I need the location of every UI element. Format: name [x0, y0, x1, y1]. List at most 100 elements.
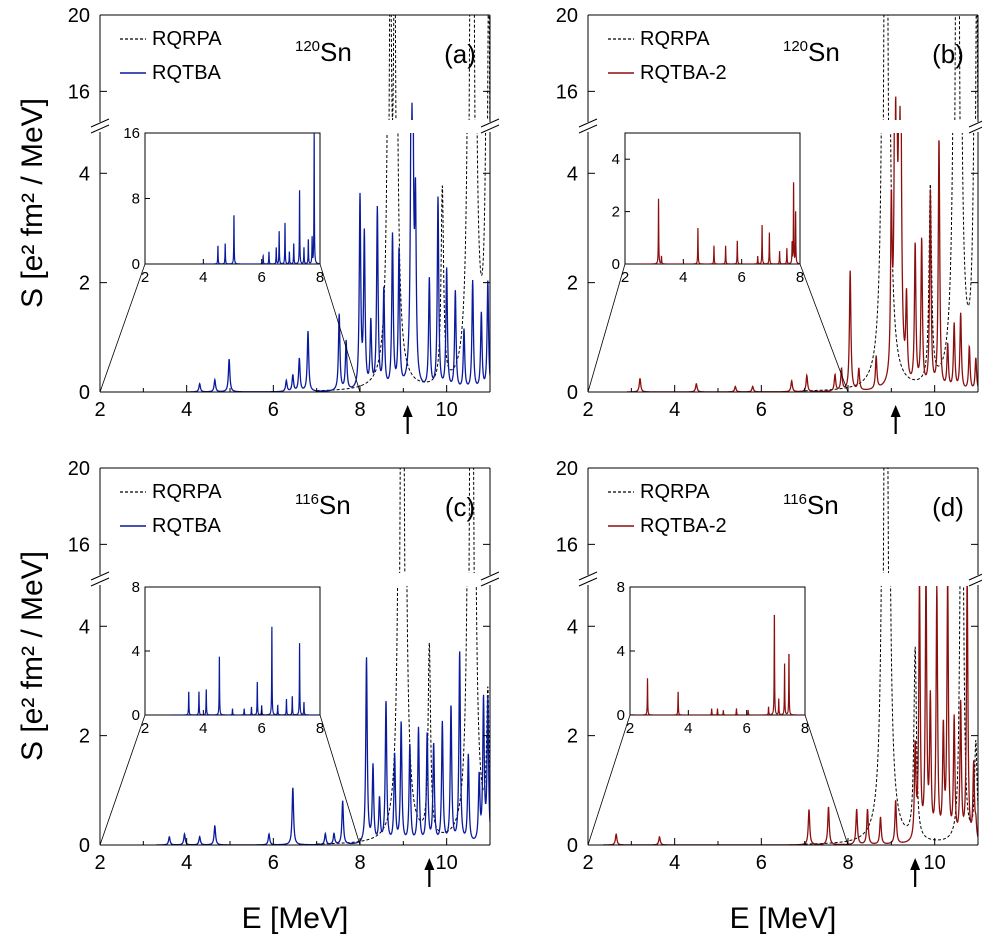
x-tick-label: 10	[924, 399, 946, 421]
axis-break-mark	[90, 124, 110, 134]
inset: 2 4 6 8 0 4 8	[99, 579, 361, 846]
inset-y-tick-label: 0	[132, 707, 140, 724]
inset-x-tick-label: 2	[621, 269, 629, 286]
x-tick-label: 8	[354, 852, 365, 874]
legend-main-label: RQTBA	[152, 515, 222, 537]
inset: 2 4 6 8 0 8 16	[99, 125, 361, 393]
inset-frame	[144, 132, 321, 265]
inset-x-tick-label: 2	[141, 720, 149, 737]
inset-x-tick-label: 6	[742, 720, 750, 737]
x-axis-label-right: E [MeV]	[730, 902, 837, 935]
axis-break-mark	[578, 124, 598, 134]
rqrpa-curve-upper	[399, 468, 475, 573]
legend-rqrpa-label: RQRPA	[152, 481, 222, 503]
inset-connector	[319, 263, 361, 393]
rqrpa-curve-lower	[316, 586, 490, 845]
threshold-arrow-head	[890, 405, 901, 417]
x-tick-label: 2	[94, 852, 105, 874]
inset-connector	[804, 714, 849, 846]
inset-connector	[587, 263, 626, 393]
axis-break-mark	[578, 571, 598, 581]
x-tick-label: 10	[436, 399, 458, 421]
inset-y-tick-label: 0	[617, 707, 625, 724]
y-tick-label: 16	[68, 534, 90, 556]
y-tick-label: 16	[556, 81, 578, 103]
x-tick-label: 6	[268, 852, 279, 874]
inset-plot-area	[630, 614, 805, 715]
y-tick-label: 20	[68, 5, 90, 27]
main-curve-lower	[186, 133, 490, 392]
panel-letter: (c)	[445, 492, 475, 522]
inset-y-tick-label: 0	[612, 256, 620, 273]
inset-y-tick-label: 4	[617, 643, 625, 660]
axis-break-mark	[90, 118, 110, 128]
axis-break-mark	[480, 124, 500, 134]
y-tick-label: 0	[79, 835, 90, 857]
axis-break-mark	[480, 118, 500, 128]
legend-main-label: RQTBA-2	[640, 62, 727, 84]
panel-letter: (a)	[444, 39, 476, 69]
inset-x-tick-label: 4	[679, 269, 687, 286]
inset-y-tick-label: 8	[617, 579, 625, 596]
legend-rqrpa-label: RQRPA	[640, 481, 710, 503]
x-tick-label: 10	[924, 852, 946, 874]
nucleus-symbol: Sn	[808, 37, 840, 67]
inset-frame	[624, 132, 801, 265]
axis-break-mark	[968, 579, 982, 587]
axis-break-mark	[578, 118, 598, 128]
inset-y-tick-label: 16	[123, 125, 140, 142]
y-tick-label: 0	[567, 835, 578, 857]
y-tick-label: 16	[556, 534, 578, 556]
panel-letter: (d)	[932, 492, 964, 522]
y-tick-label: 20	[68, 458, 90, 480]
inset-curve	[200, 133, 320, 264]
inset-curve	[171, 626, 320, 715]
legend-main-label: RQTBA	[152, 62, 222, 84]
x-tick-label: 4	[181, 852, 192, 874]
inset-x-tick-label: 8	[796, 269, 804, 286]
x-tick-label: 2	[582, 852, 593, 874]
axis-break-mark	[968, 120, 982, 128]
axis-break-mark	[480, 571, 500, 581]
nucleus-label: 116Sn	[783, 490, 839, 520]
y-axis-label-top: S [e² fm² / MeV]	[16, 98, 49, 308]
x-tick-label: 2	[582, 399, 593, 421]
nucleus-label: 120Sn	[295, 37, 352, 67]
inset-y-tick-label: 2	[612, 204, 620, 221]
y-tick-label: 0	[567, 382, 578, 404]
x-tick-label: 4	[181, 399, 192, 421]
nucleus-mass-number: 116	[783, 491, 807, 508]
y-tick-label: 20	[556, 458, 578, 480]
rqrpa-curve-lower	[804, 586, 978, 845]
nucleus-symbol: Sn	[807, 490, 839, 520]
inset-x-tick-label: 2	[141, 269, 149, 286]
axis-break-mark	[90, 577, 110, 587]
x-tick-label: 10	[436, 852, 458, 874]
y-tick-label: 2	[567, 726, 578, 748]
inset-plot-area	[641, 182, 800, 264]
inset-x-tick-label: 8	[801, 720, 809, 737]
panel-letter: (b)	[932, 39, 964, 69]
inset-connector	[799, 263, 849, 393]
x-tick-label: 8	[842, 399, 853, 421]
threshold-arrow-head	[402, 405, 413, 417]
nucleus-label: 116Sn	[295, 490, 351, 520]
legend-rqrpa-label: RQRPA	[152, 28, 222, 50]
inset-x-tick-label: 8	[316, 720, 324, 737]
inset-frame	[629, 586, 806, 716]
x-tick-label: 6	[756, 399, 767, 421]
inset-connector	[587, 714, 631, 846]
y-tick-label: 4	[567, 163, 578, 185]
axis-break-mark	[968, 126, 982, 134]
inset-y-tick-label: 0	[132, 256, 140, 273]
inset-y-tick-label: 4	[132, 643, 140, 660]
nucleus-mass-number: 120	[295, 38, 320, 55]
rqrpa-curve-lower	[316, 133, 487, 392]
inset-curve	[641, 182, 800, 264]
rqrpa-curve-upper	[882, 468, 889, 573]
x-tick-label: 8	[354, 399, 365, 421]
